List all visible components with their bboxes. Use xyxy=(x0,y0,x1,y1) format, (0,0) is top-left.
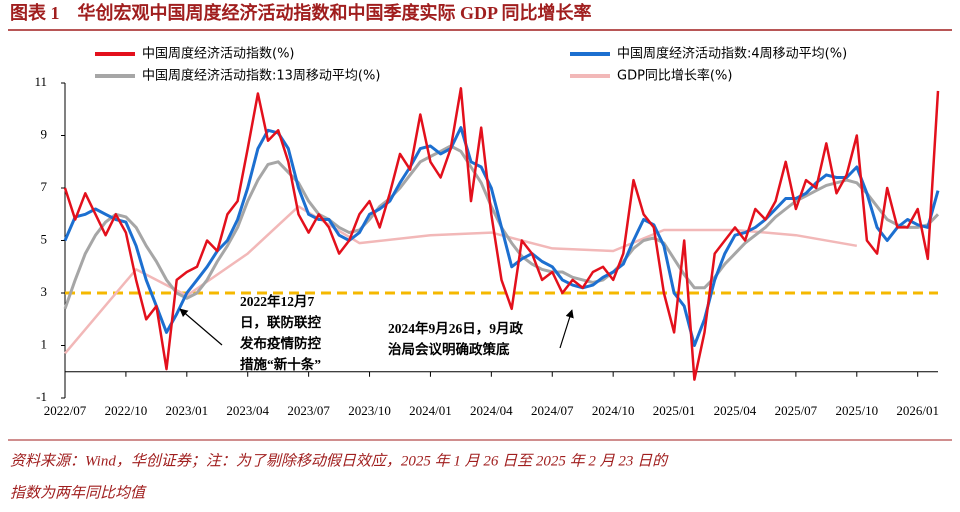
series-line xyxy=(63,87,940,381)
annotation: 日，联防联控 xyxy=(240,314,321,330)
annotation: 治局会议明确政策底 xyxy=(388,341,510,357)
source: 指数为两年同比均值 xyxy=(10,484,147,501)
x-tick-label: 2025/10 xyxy=(835,403,878,418)
x-tick-label: 2024/07 xyxy=(531,403,574,418)
annotation: 措施“新十条” xyxy=(240,356,321,372)
annotation-arrow xyxy=(179,308,223,346)
legend-label: GDP同比增长率(%) xyxy=(617,68,732,84)
y-tick-label: 1 xyxy=(41,336,48,351)
series-line xyxy=(64,205,858,355)
x-tick-label: 2024/01 xyxy=(409,403,452,418)
x-tick-label: 2022/10 xyxy=(105,403,148,418)
x-tick-label: 2024/10 xyxy=(592,403,635,418)
x-tick-label: 2022/07 xyxy=(44,403,87,418)
x-tick-label: 2023/10 xyxy=(348,403,391,418)
y-tick-label: 3 xyxy=(41,284,48,299)
legend-label: 中国周度经济活动指数:4周移动平均(%) xyxy=(617,46,847,62)
x-tick-label: 2025/07 xyxy=(775,403,818,418)
x-tick-label: 2026/01 xyxy=(896,403,939,418)
chart-title: 图表 1 华创宏观中国周度经济活动指数和中国季度实际 GDP 同比增长率 xyxy=(10,2,592,23)
y-tick-label: 11 xyxy=(34,74,47,89)
annotation: 发布疫情防控 xyxy=(239,335,321,351)
y-tick-label: 9 xyxy=(41,126,48,141)
legend-label: 中国周度经济活动指数(%) xyxy=(142,46,295,62)
y-tick-label: 7 xyxy=(41,179,48,194)
annotation: 2022年12月7 xyxy=(240,293,314,309)
annotation: 2024年9月26日，9月政 xyxy=(388,320,523,336)
x-tick-label: 2023/07 xyxy=(287,403,330,418)
source: 资料来源：Wind，华创证券；注：为了剔除移动假日效应，2025 年 1 月 2… xyxy=(10,452,669,469)
x-tick-label: 2025/01 xyxy=(653,403,696,418)
x-tick-label: 2023/01 xyxy=(166,403,209,418)
x-tick-label: 2023/04 xyxy=(226,403,269,418)
y-tick-label: -1 xyxy=(36,389,47,404)
annotation-arrow xyxy=(559,309,574,349)
y-tick-label: 5 xyxy=(41,231,48,246)
legend-label: 中国周度经济活动指数:13周移动平均(%) xyxy=(142,68,380,84)
x-tick-label: 2024/04 xyxy=(470,403,513,418)
x-tick-label: 2025/04 xyxy=(714,403,757,418)
